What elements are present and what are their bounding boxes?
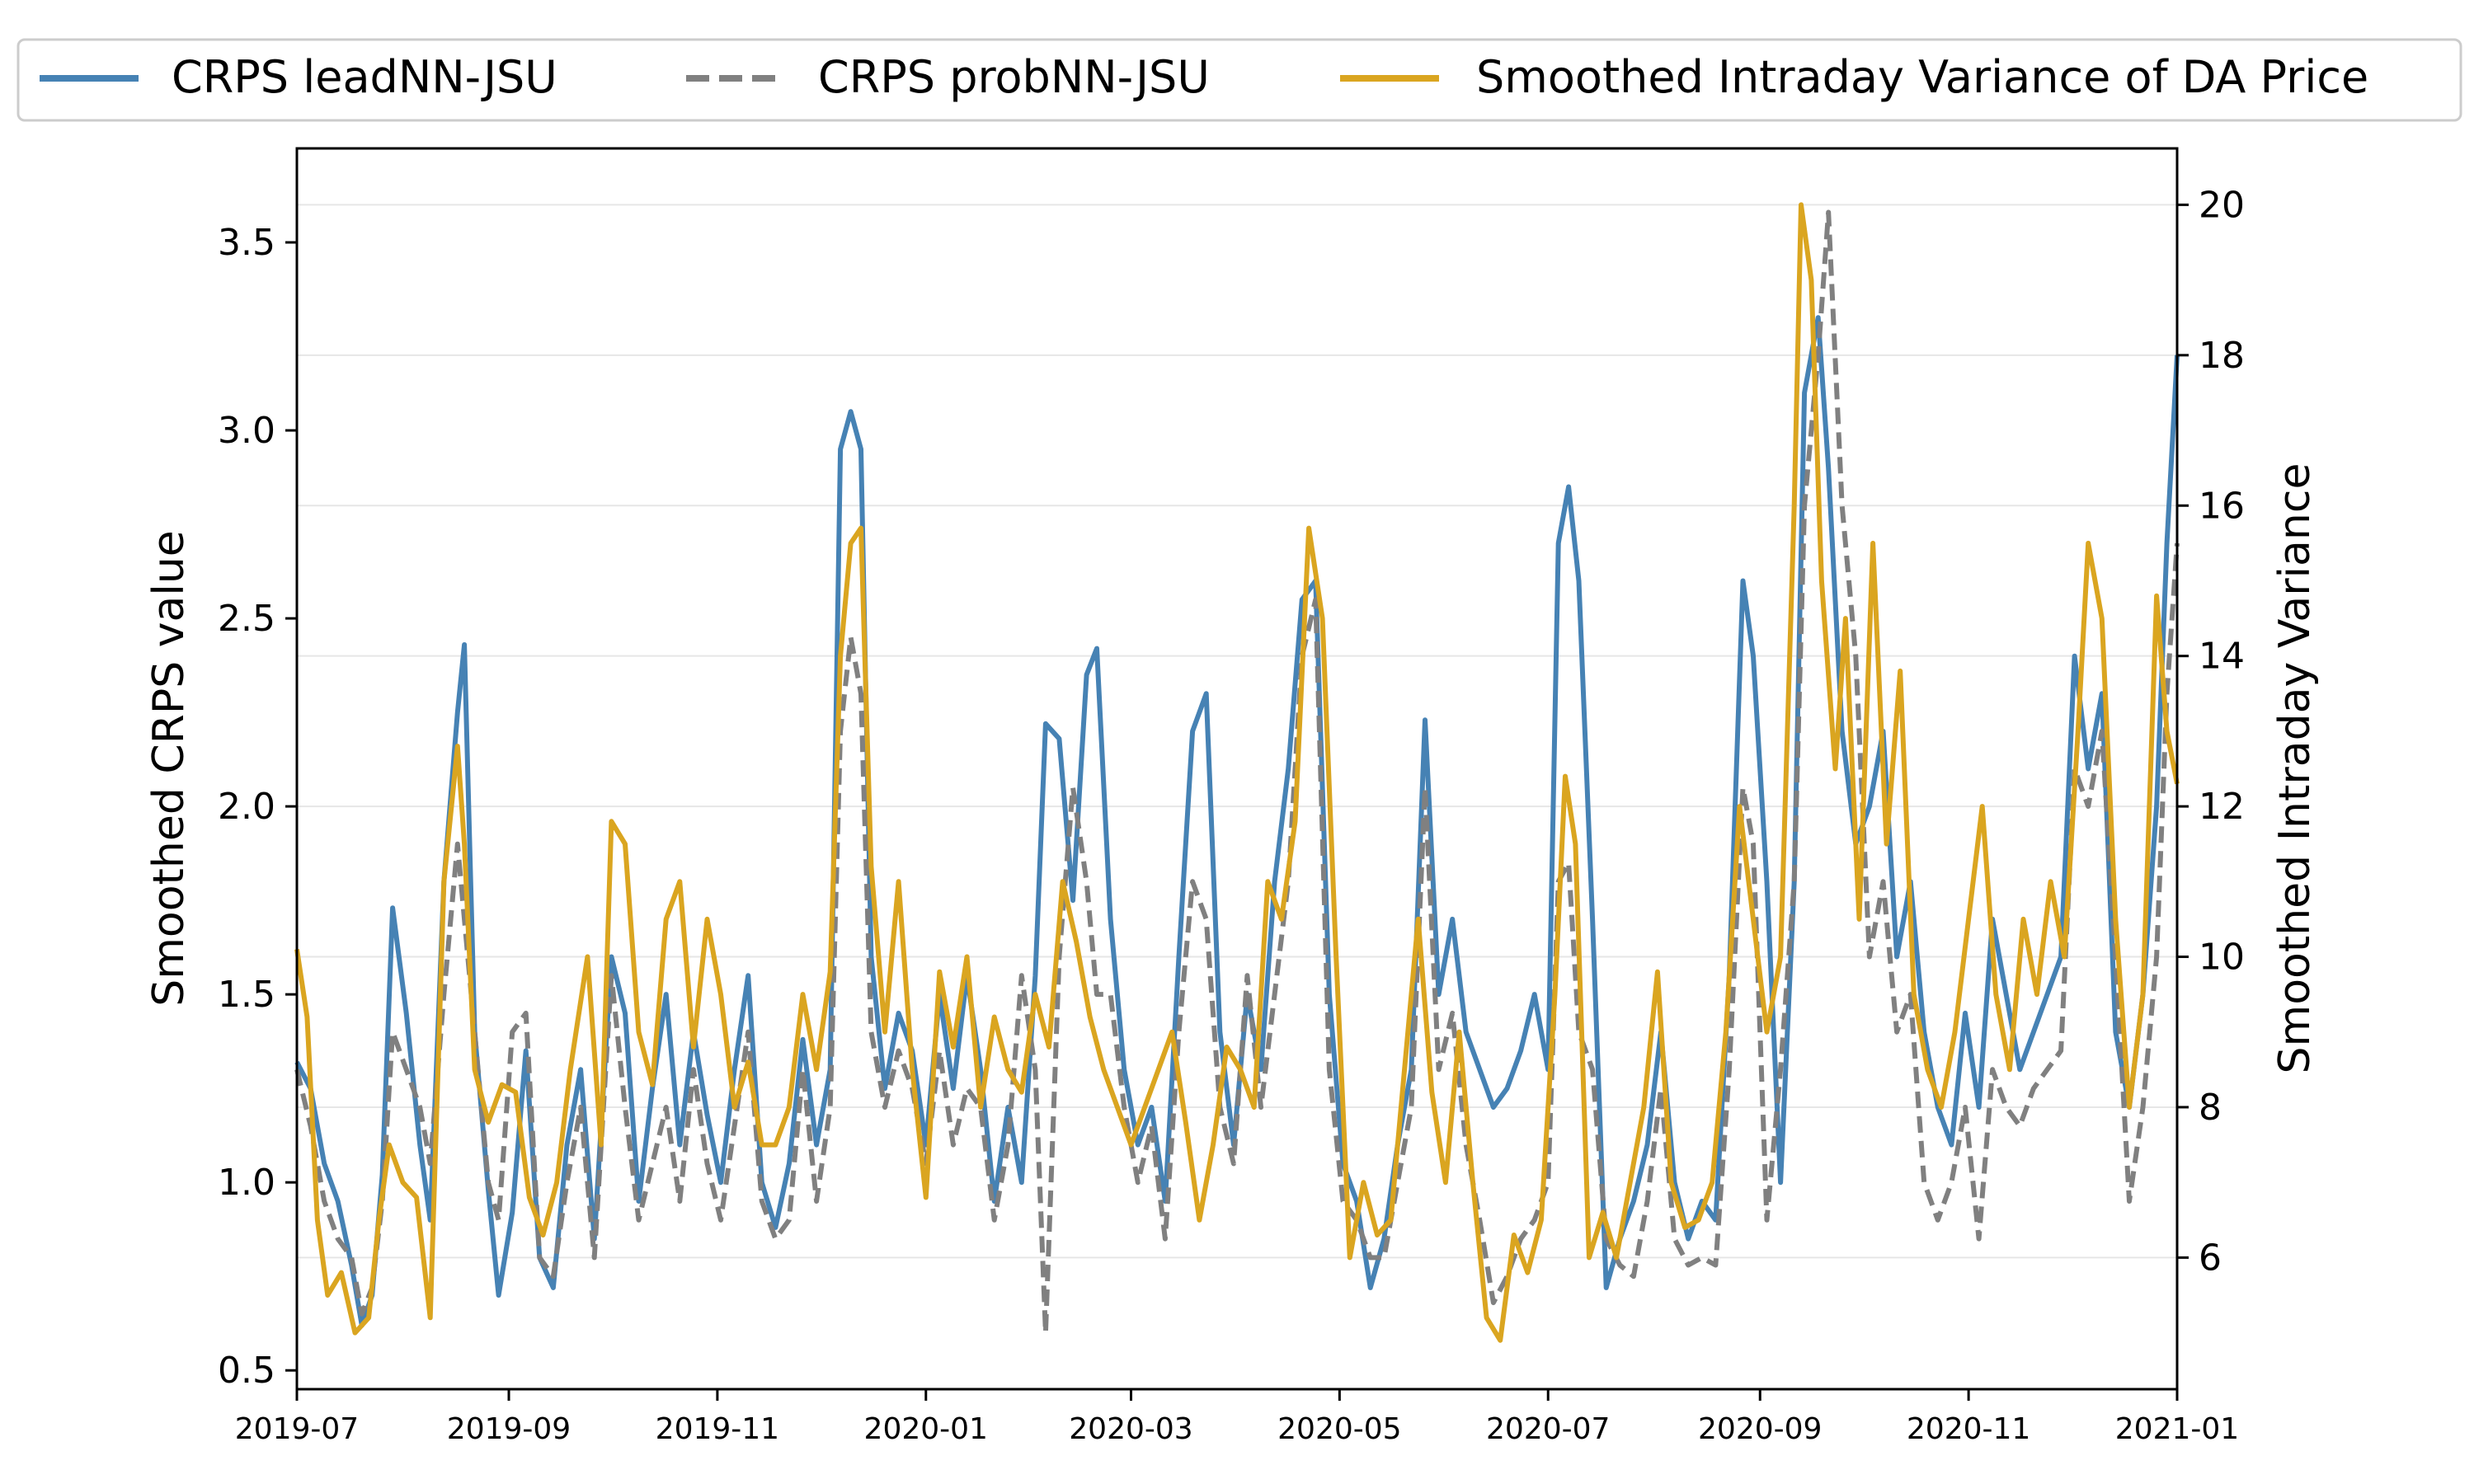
- x-tick-label: 2019-11: [656, 1412, 779, 1446]
- y-left-tick-label: 1.0: [218, 1162, 275, 1204]
- x-tick-label: 2020-03: [1069, 1412, 1192, 1446]
- y-right-axis: 6 8 10 12 14 16 18 20: [2177, 184, 2245, 1279]
- legend: CRPS leadNN-JSU CRPS probNN-JSU Smoothed…: [16, 38, 2462, 122]
- x-tick-label: 2020-05: [1277, 1412, 1401, 1446]
- y-right-tick-label: 6: [2199, 1237, 2222, 1279]
- x-tick-label: 2021-01: [2115, 1412, 2239, 1446]
- y-right-tick-label: 20: [2199, 184, 2245, 226]
- y-right-axis-title: Smoothed Intraday Variance: [2270, 463, 2320, 1074]
- y-left-tick-label: 0.5: [218, 1350, 275, 1392]
- y-left-axis-title: Smoothed CRPS value: [144, 530, 194, 1007]
- series-line-crps-probnn-jsu: [294, 209, 2180, 1336]
- y-left-axis: 0.5 1.0 1.5 2.0 2.5 3.0 3.5: [218, 222, 297, 1392]
- legend-label-crps-leadnn-jsu: CRPS leadNN-JSU: [172, 51, 557, 103]
- x-tick-label: 2019-07: [235, 1412, 359, 1446]
- series-group: [294, 202, 2180, 1343]
- y-left-tick-label: 2.0: [218, 786, 275, 828]
- plot-frame: [295, 147, 2179, 1391]
- y-left-tick-label: 3.5: [218, 222, 275, 264]
- y-right-tick-label: 12: [2199, 786, 2245, 828]
- x-tick-label: 2020-09: [1698, 1412, 1822, 1446]
- series-line-smoothed-intraday-variance-of-da-price: [294, 202, 2180, 1343]
- y-left-tick-label: 2.5: [218, 598, 275, 640]
- legend-label-smoothed-intraday-variance: Smoothed Intraday Variance of DA Price: [1476, 51, 2368, 103]
- y-right-tick-label: 14: [2199, 636, 2245, 678]
- y-right-tick-label: 8: [2199, 1087, 2222, 1129]
- y-right-tick-label: 16: [2199, 485, 2245, 527]
- x-tick-label: 2020-01: [864, 1412, 988, 1446]
- y-left-tick-label: 1.5: [218, 974, 275, 1016]
- x-axis: 2019-07 2019-09 2019-11 2020-01 2020-03 2020-…: [235, 1389, 2239, 1446]
- legend-label-crps-probnn-jsu: CRPS probNN-JSU: [818, 51, 1210, 103]
- legend-frame: [16, 38, 2462, 122]
- x-tick-label: 2020-11: [1907, 1412, 2030, 1446]
- plot-area: [294, 147, 2180, 1391]
- x-tick-label: 2020-07: [1486, 1412, 1610, 1446]
- series-line-crps-leadnn-jsu: [294, 315, 2180, 1328]
- y-left-tick-label: 3.0: [218, 410, 275, 452]
- y-right-tick-label: 10: [2199, 937, 2245, 979]
- y-right-tick-label: 18: [2199, 335, 2245, 377]
- x-tick-label: 2019-09: [447, 1412, 571, 1446]
